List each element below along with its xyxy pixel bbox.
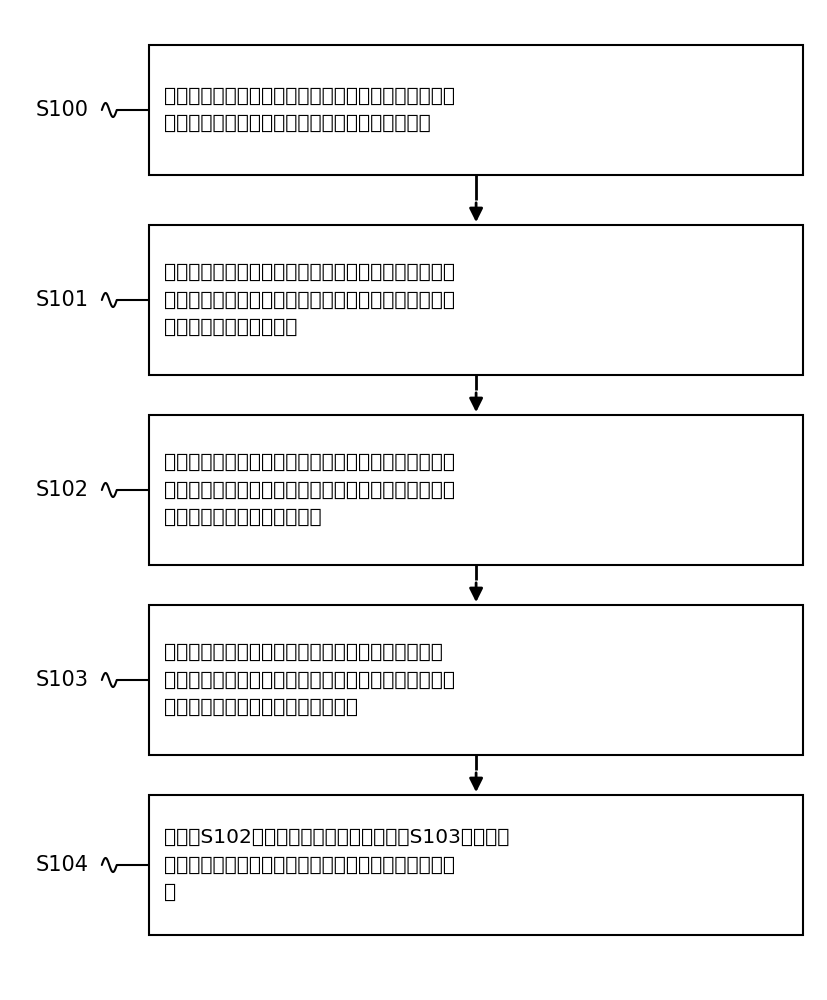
Text: S104: S104 [36,855,88,875]
Text: S101: S101 [36,290,88,310]
Text: S103: S103 [36,670,88,690]
Text: 对营销系统服务器内的用户电量信息进行数据抽取，并
对抽取的电量信息进行数据清洗，并将数据清洗后的用
户电量信息存储至数据服务器: 对营销系统服务器内的用户电量信息进行数据抽取，并 对抽取的电量信息进行数据清洗，… [164,453,454,527]
Text: 通过人工抄表的方式对用户电能表指数信息进行记录，
并将用户电能表指数信息传输至营销系统服务器内: 通过人工抄表的方式对用户电能表指数信息进行记录， 并将用户电能表指数信息传输至营… [164,87,454,133]
Bar [149,225,802,375]
Bar [149,795,802,935]
Text: 对步骤S102中存储的用户电量信息与步骤S103中的用户
电量信息进行比对、分析，并输出用户电量信息分析结
果: 对步骤S102中存储的用户电量信息与步骤S103中的用户 电量信息进行比对、分析… [164,828,509,902]
Bar [149,415,802,565]
Text: S102: S102 [36,480,88,500]
Bar [149,45,802,175]
Bar [149,605,802,755]
Text: S100: S100 [36,100,88,120]
Text: 对用电信息采集服务器内的用户电量信息进行数据抽
取，并对抽取的电量信息进行数据清洗，并将数据清洗
后的用户电量信息存储至数据服务器: 对用电信息采集服务器内的用户电量信息进行数据抽 取，并对抽取的电量信息进行数据清… [164,643,454,717]
Text: 通过智能用电信息采集系统采集用户电能表指数信息，
智能用电信息采集系统采集的用户电能表指数信息存储
在用电信息采集服务器内: 通过智能用电信息采集系统采集用户电能表指数信息， 智能用电信息采集系统采集的用户… [164,263,454,337]
